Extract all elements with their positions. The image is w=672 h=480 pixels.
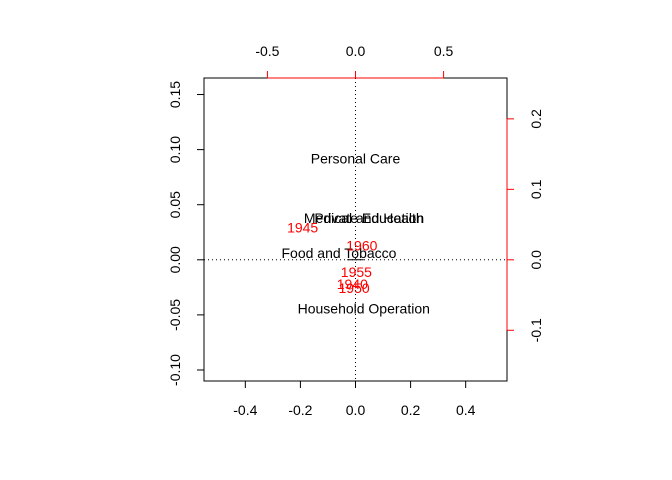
left-axis-tick-label: -0.05 (167, 299, 183, 331)
right-axis-tick-label: -0.1 (528, 318, 544, 342)
top-axis-tick-label: -0.5 (255, 43, 279, 59)
left-axis-tick-label: 0.05 (167, 191, 183, 218)
right-axis-tick-label: 0.1 (528, 179, 544, 199)
top-axis-tick-label: 0.5 (434, 43, 454, 59)
observation-label: 1960 (346, 238, 377, 254)
observation-label: 1950 (339, 280, 370, 296)
variable-label: Household Operation (298, 300, 430, 316)
plot-frame (203, 77, 508, 382)
left-axis-tick-label: 0.10 (167, 136, 183, 163)
bottom-axis-tick-label: -0.4 (233, 402, 257, 418)
observation-label: 1940 (337, 276, 368, 292)
bottom-axis-tick-label: 0.0 (346, 402, 366, 418)
bottom-axis-tick-label: 0.2 (401, 402, 421, 418)
left-axis-tick-label: 0.15 (167, 81, 183, 108)
bottom-axis-tick-label: 0.4 (456, 402, 476, 418)
right-axis-tick-label: 0.2 (528, 109, 544, 129)
top-axis-tick-label: 0.0 (346, 43, 366, 59)
left-axis-tick-label: -0.10 (167, 354, 183, 386)
variable-label: Private Education (314, 210, 424, 226)
observation-label: 1955 (341, 264, 372, 280)
right-axis-tick-label: 0.0 (528, 250, 544, 270)
observation-label: 1945 (287, 219, 318, 235)
variable-label: Medical and Health (304, 210, 424, 226)
variable-label: Food and Tobacco (281, 245, 396, 261)
left-axis-tick-label: 0.00 (167, 246, 183, 273)
variable-label: Personal Care (311, 150, 401, 166)
bottom-axis-tick-label: -0.2 (288, 402, 312, 418)
